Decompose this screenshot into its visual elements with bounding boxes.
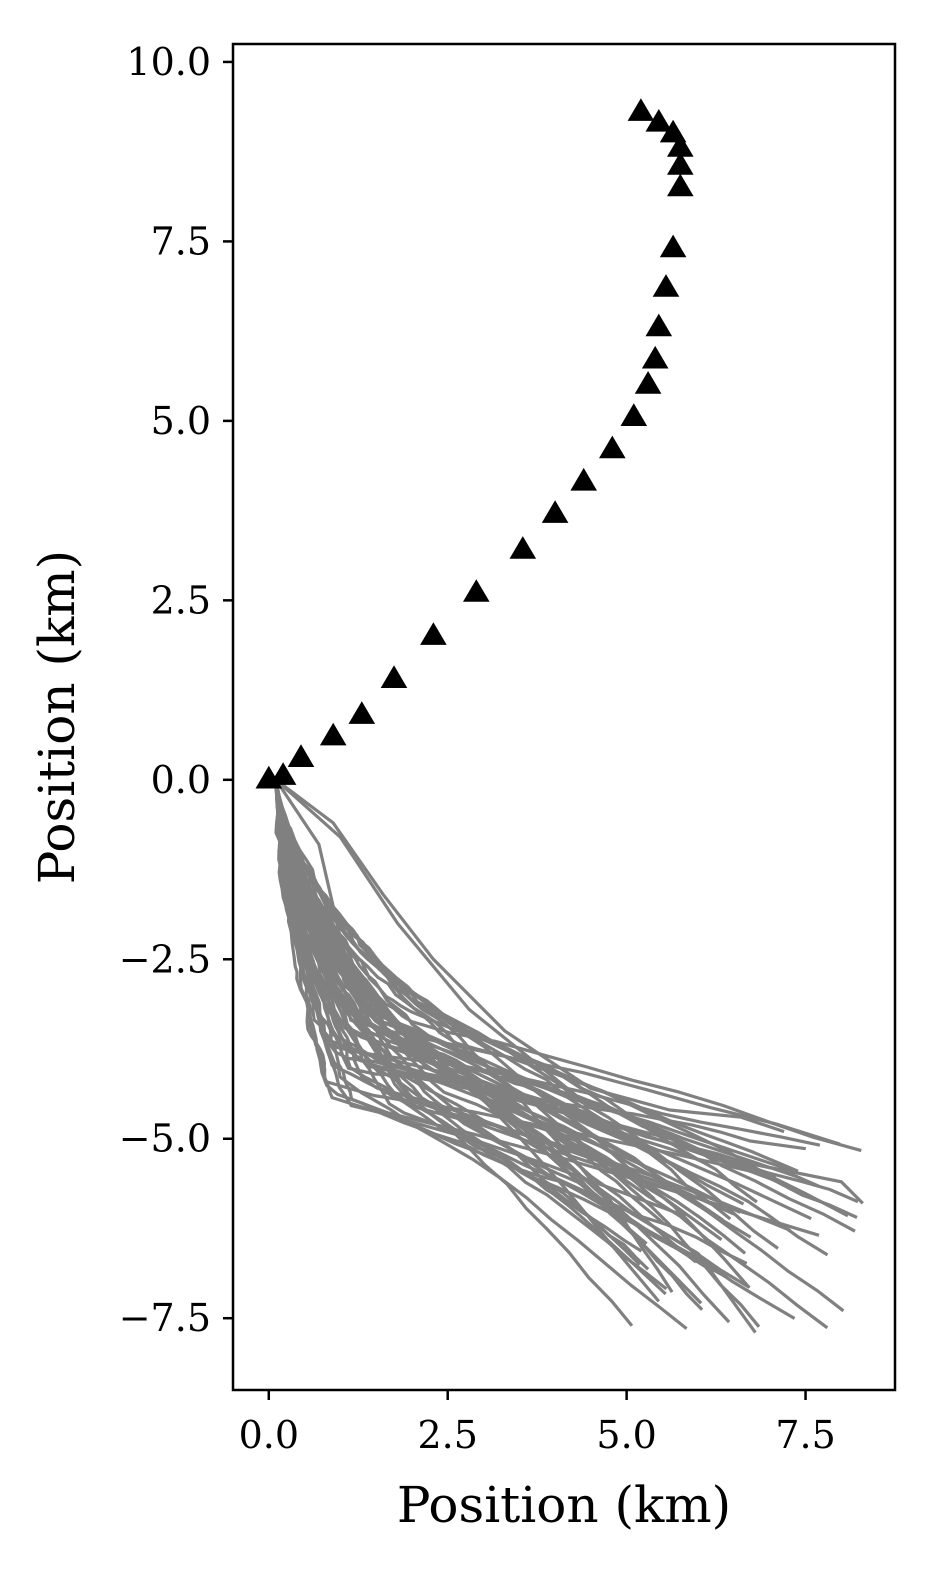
triangle-marker [420,622,447,645]
y-tick-label: 10.0 [126,40,211,84]
triangle-marker [463,579,490,602]
x-axis-ticks: 0.0 2.5 5.0 7.5 [239,1390,836,1457]
triangle-marker [287,744,315,767]
x-tick-label: 2.5 [417,1413,477,1457]
triangle-marker [667,134,694,157]
y-axis-ticks: 10.0 7.5 5.0 2.5 0.0 −2.5 −5.0 −7.5 [119,40,233,1340]
x-axis-label: Position (km) [397,1476,731,1534]
marker-layer [255,98,694,789]
triangle-marker [652,274,680,297]
trajectory-line [274,778,757,1334]
triangle-marker [319,722,347,746]
x-tick-label: 7.5 [775,1413,835,1457]
triangle-marker [509,536,537,559]
trajectory-layer [274,778,864,1334]
x-tick-label: 5.0 [596,1413,656,1457]
trajectory-line [274,779,687,1218]
x-tick-label: 0.0 [239,1413,299,1457]
triangle-marker [634,371,662,394]
triangle-marker [599,435,626,459]
y-tick-label: 0.0 [151,758,211,802]
trajectory-line [274,779,656,1201]
y-tick-label: −7.5 [119,1296,211,1340]
trajectory-line [274,778,864,1205]
triangle-marker [667,173,694,197]
plot-frame [231,42,897,1392]
triangle-marker [627,98,655,121]
y-axis-label: Position (km) [28,550,86,884]
triangle-marker [659,119,687,143]
y-tick-label: 2.5 [151,578,211,622]
triangle-marker [667,152,694,175]
trajectory-line [274,779,812,1221]
y-tick-label: 5.0 [151,399,211,443]
triangle-marker [380,665,408,688]
triangle-marker [570,467,597,491]
trajectory-line [274,779,747,1255]
triangle-marker [620,403,648,426]
trajectory-line [274,778,785,1134]
y-tick-label: 7.5 [151,219,211,263]
trajectory-line [274,779,752,1239]
triangle-marker [645,313,673,337]
triangle-marker [641,345,669,369]
triangle-marker [645,109,673,132]
triangle-marker [541,500,569,523]
triangle-marker [348,701,376,724]
triangle-marker [269,762,297,785]
y-tick-label: −2.5 [119,937,211,981]
triangle-marker [659,234,687,258]
y-tick-label: −5.0 [119,1117,211,1161]
